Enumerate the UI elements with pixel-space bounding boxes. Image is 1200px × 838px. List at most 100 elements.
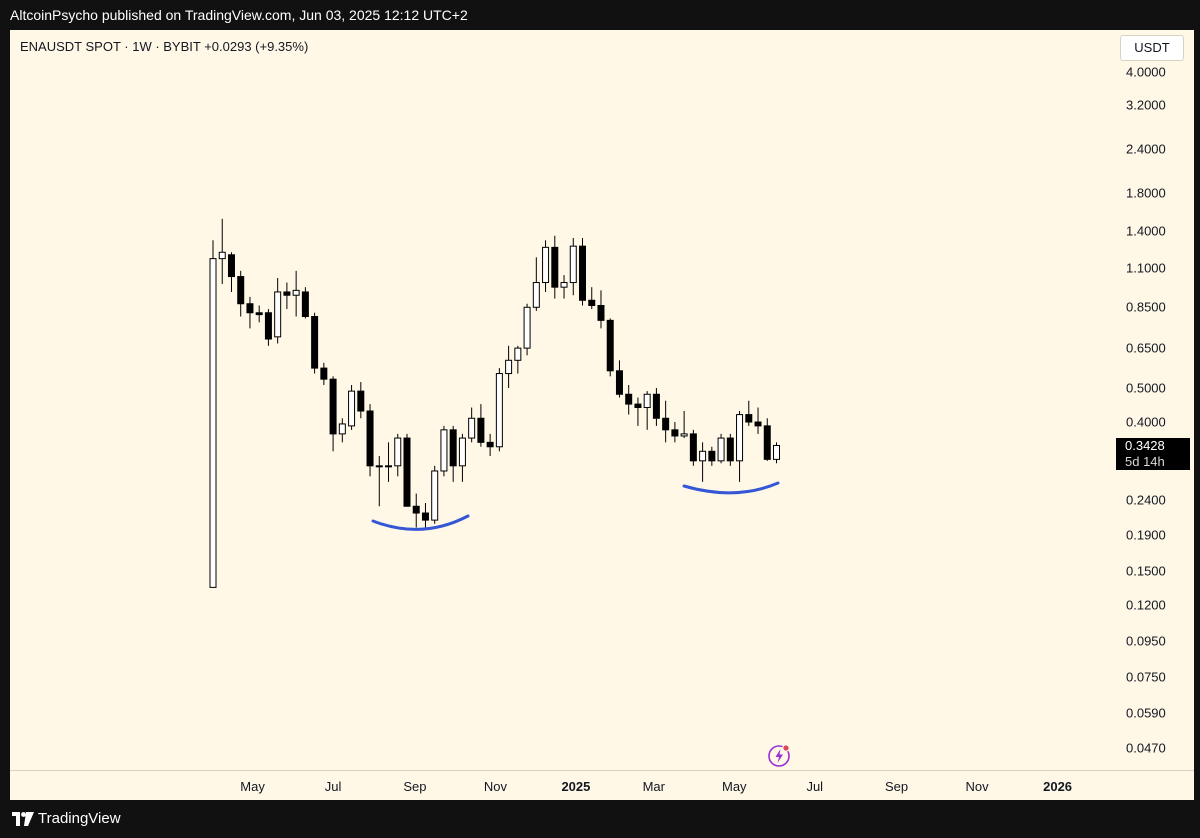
symbol-legend[interactable]: ENAUSDT SPOT · 1W · BYBIT +0.0293 (+9.35…	[20, 39, 309, 54]
candle-body	[255, 312, 263, 316]
candle-body	[421, 512, 429, 521]
candle-body	[274, 291, 282, 338]
y-tick-label: 0.0590	[1126, 705, 1166, 721]
flash-icon[interactable]	[767, 742, 793, 768]
candle-body	[726, 437, 734, 462]
candle-body	[588, 299, 596, 306]
candle-body	[763, 425, 771, 460]
candle	[431, 465, 439, 524]
candle	[588, 287, 596, 310]
candle	[625, 385, 633, 415]
candle-body	[671, 429, 679, 437]
last-price-label: 0.3428 5d 14h	[1116, 437, 1190, 470]
x-tick-label: Nov	[965, 779, 989, 794]
candle	[736, 411, 744, 482]
candle	[412, 493, 420, 528]
candle	[532, 257, 540, 311]
candle	[292, 270, 300, 317]
candle-body	[680, 433, 688, 437]
candle	[689, 429, 697, 466]
candle	[569, 237, 577, 296]
candle	[237, 270, 245, 317]
candle	[763, 418, 771, 461]
chart-frame[interactable]: ENAUSDT SPOT · 1W · BYBIT +0.0293 (+9.35…	[10, 30, 1194, 800]
candle-body	[227, 254, 235, 278]
bar-countdown: 5d 14h	[1125, 453, 1165, 469]
y-tick-label: 0.6500	[1126, 340, 1166, 356]
tradingview-logo-icon[interactable]	[12, 811, 34, 827]
candle-body	[218, 251, 226, 260]
tradingview-brand[interactable]: TradingView	[38, 810, 121, 827]
candle	[403, 433, 411, 507]
y-tick-label: 0.0750	[1126, 669, 1166, 685]
x-tick-label: May	[240, 779, 265, 794]
candle	[514, 345, 522, 374]
y-tick-label: 0.0470	[1126, 740, 1166, 756]
candle-body	[736, 414, 744, 462]
x-tick-label: Sep	[403, 779, 427, 794]
candle	[680, 411, 688, 439]
publish-header: AltcoinPsycho published on TradingView.c…	[0, 0, 1200, 30]
candle-body	[597, 304, 605, 321]
candle	[283, 282, 291, 310]
candle-body	[745, 414, 753, 423]
candle-body	[505, 359, 513, 375]
candle	[745, 400, 753, 426]
currency-selector[interactable]: USDT	[1120, 35, 1184, 61]
candle-body	[615, 370, 623, 395]
candle	[542, 240, 550, 292]
candle-body	[532, 282, 540, 308]
x-tick-label: 2026	[1043, 779, 1073, 794]
candle-body	[486, 441, 494, 448]
x-tick-label: Jul	[806, 779, 824, 794]
x-tick-label: May	[721, 779, 747, 794]
candle-body	[209, 258, 217, 588]
candle	[662, 400, 670, 443]
candle	[264, 309, 272, 346]
publish-info: AltcoinPsycho published on TradingView.c…	[10, 7, 468, 23]
candle	[366, 404, 374, 477]
x-tick-label: Jul	[324, 779, 342, 794]
y-tick-label: 1.1000	[1126, 260, 1166, 276]
candle-body	[689, 433, 697, 462]
candle	[615, 360, 623, 398]
candle	[708, 446, 716, 466]
price-axis[interactable]: USDT 4.0000 3.2000 2.4000 1.8000 1.4000 1.100…	[1116, 30, 1194, 770]
x-tick-label: Nov	[483, 779, 507, 794]
candle	[449, 425, 457, 482]
candle	[274, 278, 282, 344]
time-axis[interactable]: May Jul Sep Nov 2025 Mar May Jul Sep Nov 2026	[10, 770, 1116, 800]
candle-body	[449, 429, 457, 467]
footer: TradingView	[0, 806, 1200, 834]
candle-body	[412, 505, 420, 514]
candle-body	[773, 445, 780, 460]
candle-body	[514, 347, 522, 361]
candle-body	[625, 393, 633, 405]
candle	[726, 433, 734, 466]
candle-body	[264, 312, 272, 340]
candle-body	[237, 276, 245, 305]
candlestick-plot[interactable]	[10, 30, 1116, 770]
candle	[634, 397, 642, 426]
candle-body	[431, 470, 439, 521]
y-tick-label: 4.0000	[1126, 64, 1166, 79]
candles-layer	[209, 218, 780, 588]
candle	[468, 407, 476, 443]
candle-body	[375, 465, 383, 468]
candle-body	[579, 245, 587, 301]
candle	[773, 442, 780, 464]
candle	[329, 376, 337, 452]
y-tick-label: 0.2400	[1126, 492, 1166, 508]
candle-body	[338, 423, 346, 435]
candle-body	[569, 245, 577, 284]
candle	[523, 303, 531, 356]
candle-body	[495, 373, 503, 448]
candle-body	[468, 417, 476, 439]
x-tick-label: Mar	[642, 779, 665, 794]
candle-body	[385, 465, 393, 468]
candle	[699, 442, 707, 482]
y-tick-label: 0.1500	[1126, 563, 1166, 579]
candle	[440, 425, 448, 477]
candle-body	[329, 378, 337, 435]
y-tick-label: 0.1200	[1126, 597, 1166, 613]
